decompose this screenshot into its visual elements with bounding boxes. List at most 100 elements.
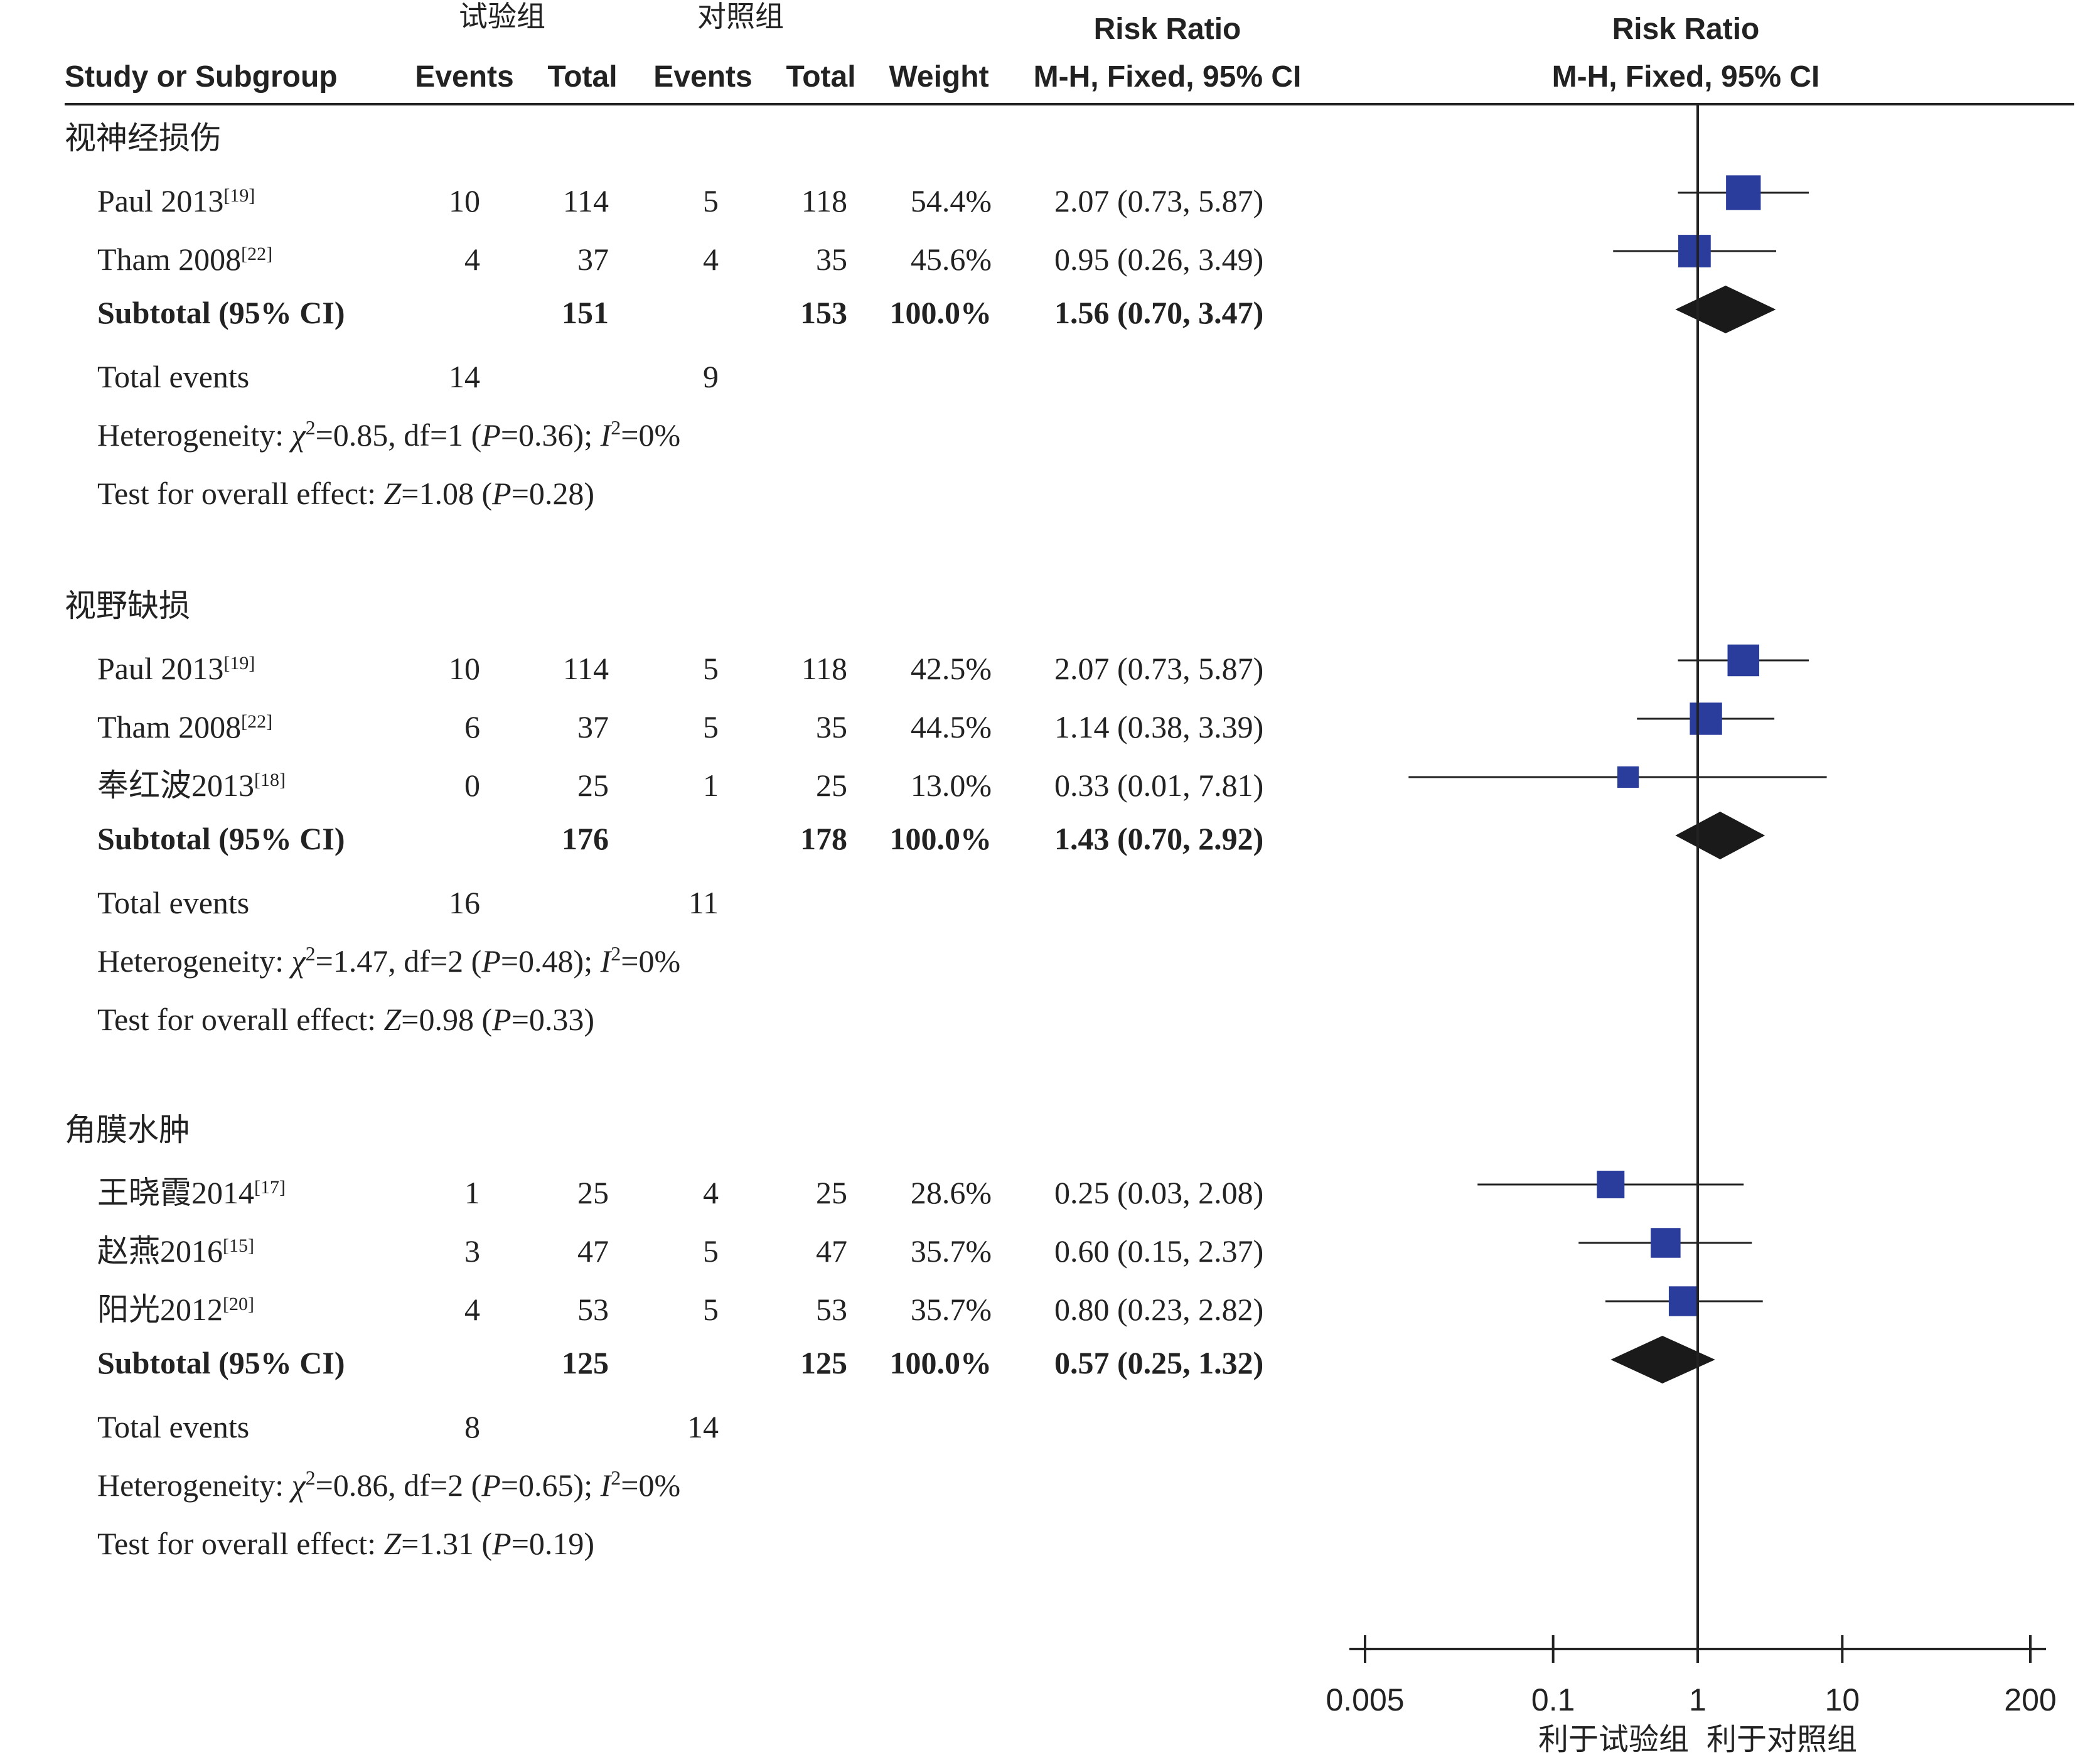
- subtotal-total-ctrl: 125: [800, 1345, 847, 1380]
- study-total-ctrl: 118: [801, 183, 847, 218]
- study-events-ctrl: 5: [703, 1233, 719, 1269]
- study-point: [1617, 766, 1639, 788]
- study-total-ctrl: 25: [816, 768, 847, 803]
- study-events-ctrl: 4: [703, 242, 719, 277]
- header-col-total-ctrl: Total: [786, 60, 855, 94]
- study-total-ctrl: 35: [816, 709, 847, 744]
- study-point: [1727, 644, 1760, 677]
- study-point: [1651, 1228, 1681, 1258]
- study-total-ctrl: 35: [816, 242, 847, 277]
- study-point: [1678, 235, 1711, 267]
- subtotal-ci: 0.57 (0.25, 1.32): [1054, 1345, 1263, 1380]
- study-events-exp: 10: [449, 651, 480, 686]
- study-weight: 44.5%: [911, 709, 992, 744]
- subgroup-title: 视野缺损: [65, 588, 190, 624]
- study-total-ctrl: 47: [816, 1233, 847, 1269]
- overall-z: =1.31 (: [401, 1526, 492, 1561]
- study-name-text: 奉红波2013: [97, 768, 254, 803]
- study-events-exp: 10: [449, 183, 480, 218]
- total-events-exp: 8: [464, 1409, 480, 1444]
- study-name: 赵燕2016[15]: [97, 1233, 254, 1269]
- subtotal-total-ctrl: 178: [800, 821, 847, 856]
- subtotal-diamond: [1610, 1336, 1715, 1383]
- study-weight: 13.0%: [911, 768, 992, 803]
- subtotal-ci: 1.56 (0.70, 3.47): [1054, 295, 1263, 330]
- p-symbol: P: [491, 1526, 512, 1561]
- heterogeneity-p: =0.48);: [501, 943, 601, 979]
- study-events-ctrl: 5: [703, 183, 719, 218]
- study-events-exp: 1: [464, 1175, 480, 1210]
- x-tick-label: 1: [1689, 1682, 1706, 1717]
- study-weight: 42.5%: [911, 651, 992, 686]
- overall-p: =0.19): [512, 1526, 594, 1561]
- header-col-events-exp: Events: [415, 60, 513, 94]
- study-point: [1690, 702, 1722, 735]
- total-events-exp: 16: [449, 885, 480, 920]
- study-total-exp: 25: [577, 1175, 609, 1210]
- chi-symbol: χ: [289, 1468, 307, 1503]
- study-name: 王晓霞2014[17]: [97, 1175, 286, 1210]
- study-name-text: Paul 2013: [97, 651, 223, 686]
- total-events-ctrl: 14: [687, 1409, 719, 1444]
- heterogeneity-text: Heterogeneity: χ2=0.86, df=2 (P=0.65); I…: [97, 1466, 680, 1503]
- overall-z: =1.08 (: [401, 476, 492, 511]
- i-symbol: I: [600, 1468, 613, 1503]
- heterogeneity-i2: =0%: [621, 1468, 680, 1503]
- header-plot-method: M-H, Fixed, 95% CI: [1552, 60, 1820, 94]
- study-ci: 0.25 (0.03, 2.08): [1054, 1175, 1263, 1210]
- study-ref: [20]: [223, 1294, 254, 1314]
- heterogeneity-text: Heterogeneity: χ2=0.85, df=1 (P=0.36); I…: [97, 416, 680, 453]
- subtotal-ci: 1.43 (0.70, 2.92): [1054, 821, 1263, 856]
- study-events-exp: 3: [464, 1233, 480, 1269]
- subtotal-total-exp: 151: [562, 295, 609, 330]
- i-square-sup: 2: [611, 1466, 621, 1489]
- heterogeneity-text: Heterogeneity: χ2=1.47, df=2 (P=0.48); I…: [97, 942, 680, 979]
- study-name-text: Tham 2008: [97, 242, 241, 277]
- study-weight: 35.7%: [911, 1233, 992, 1269]
- study-ref: [19]: [223, 185, 255, 206]
- study-ci: 1.14 (0.38, 3.39): [1054, 709, 1263, 744]
- total-events-label: Total events: [97, 885, 249, 920]
- i-square-sup: 2: [611, 942, 621, 965]
- study-name: 奉红波2013[18]: [97, 768, 286, 803]
- header-col-study: Study or Subgroup: [65, 60, 338, 94]
- total-events-ctrl: 9: [703, 359, 719, 394]
- x-tick-label: 10: [1825, 1682, 1860, 1717]
- study-total-exp: 47: [577, 1233, 609, 1269]
- subtotal-total-ctrl: 153: [800, 295, 847, 330]
- p-symbol: P: [481, 943, 501, 979]
- chi-square-sup: 2: [306, 416, 316, 439]
- study-ref: [22]: [241, 711, 272, 732]
- heterogeneity-prefix: Heterogeneity:: [97, 1468, 292, 1503]
- study-point: [1726, 175, 1761, 210]
- study-ci: 0.33 (0.01, 7.81): [1054, 768, 1263, 803]
- study-name-text: 王晓霞2014: [97, 1175, 254, 1210]
- study-events-ctrl: 1: [703, 768, 719, 803]
- heterogeneity-chi2: =0.86, df=2 (: [316, 1468, 482, 1503]
- subtotal-label: Subtotal (95% CI): [97, 295, 345, 330]
- study-events-exp: 4: [464, 1292, 480, 1327]
- plot-area: 0.005 0.1 1 10 200 利于试验组 利于对照组: [1326, 104, 2057, 1757]
- p-symbol: P: [481, 417, 501, 453]
- header-col-weight: Weight: [889, 60, 988, 94]
- study-ref: [19]: [223, 653, 255, 674]
- i-symbol: I: [600, 417, 613, 453]
- study-name: 阳光2012[20]: [97, 1292, 254, 1327]
- chi-square-sup: 2: [306, 1466, 316, 1489]
- header-group-exp: 试验组: [459, 0, 545, 33]
- chi-square-sup: 2: [306, 942, 316, 965]
- study-name: Paul 2013[19]: [97, 183, 255, 218]
- p-symbol: P: [491, 476, 512, 511]
- study-ci: 0.60 (0.15, 2.37): [1054, 1233, 1263, 1269]
- x-tick-label: 0.005: [1326, 1682, 1404, 1717]
- study-name: Paul 2013[19]: [97, 651, 255, 686]
- study-weight: 45.6%: [911, 242, 992, 277]
- header-group-ctrl: 对照组: [697, 0, 784, 33]
- overall-p: =0.28): [512, 476, 594, 511]
- study-point: [1597, 1171, 1625, 1198]
- subtotal-diamond: [1675, 812, 1765, 859]
- subtotal-weight: 100.0%: [890, 295, 992, 330]
- study-events-exp: 6: [464, 709, 480, 744]
- study-events-ctrl: 5: [703, 709, 719, 744]
- header-col-total-exp: Total: [547, 60, 617, 94]
